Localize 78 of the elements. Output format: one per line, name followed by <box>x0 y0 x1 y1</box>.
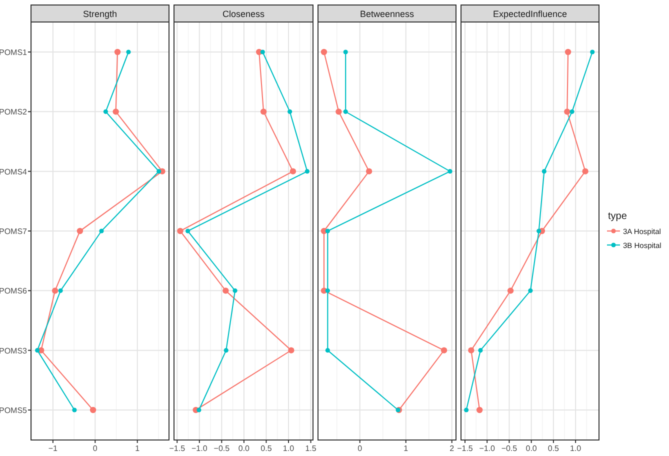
point <box>507 288 514 294</box>
point <box>336 108 342 115</box>
point <box>343 109 348 114</box>
x-tick-label: 2 <box>450 444 455 453</box>
point <box>542 169 546 174</box>
point <box>464 408 469 412</box>
x-tick-label: −1.5 <box>457 444 474 453</box>
chart-title: Strength <box>82 9 118 19</box>
point <box>536 228 542 234</box>
x-tick-label: 0.0 <box>526 444 538 453</box>
y-tick-label: POMS5 <box>0 406 28 415</box>
x-tick-label: 0 <box>358 444 363 453</box>
point <box>570 109 574 114</box>
legend-title: type <box>608 211 628 222</box>
point <box>114 48 121 56</box>
point <box>478 348 483 353</box>
x-tick-label: −1.5 <box>169 444 186 453</box>
x-tick-label: −0.5 <box>214 444 230 453</box>
point <box>177 228 184 234</box>
point <box>76 228 84 234</box>
point <box>468 347 474 354</box>
point <box>582 168 588 174</box>
point <box>590 50 595 54</box>
x-tick-label: 0.5 <box>548 444 560 453</box>
point <box>112 108 119 115</box>
x-tick-label: −1.0 <box>191 444 208 453</box>
x-tick-label: 1.0 <box>282 444 295 453</box>
y-tick-label: POMS3 <box>0 346 28 356</box>
point <box>52 288 58 294</box>
point <box>126 50 131 54</box>
x-tick-label: 1.0 <box>570 444 582 453</box>
x-tick-label: −1.0 <box>479 444 496 453</box>
point <box>325 228 330 234</box>
point <box>343 50 348 54</box>
chart-title: Betweenness <box>360 9 415 19</box>
point <box>156 169 162 174</box>
x-tick-label: 1.5 <box>305 444 317 453</box>
point <box>196 408 202 412</box>
point <box>564 108 570 115</box>
point <box>103 109 108 114</box>
point <box>320 48 328 56</box>
point <box>260 108 267 115</box>
x-tick-label: 1 <box>135 444 140 453</box>
point <box>99 228 104 234</box>
y-tick-label: POMS6 <box>0 286 28 296</box>
point <box>224 348 228 353</box>
point <box>476 406 483 414</box>
point <box>564 48 572 56</box>
point <box>72 408 77 412</box>
point <box>288 109 292 114</box>
x-tick-label: −1 <box>48 444 58 453</box>
point <box>290 168 296 174</box>
x-tick-label: 0.0 <box>238 444 250 453</box>
point <box>260 50 265 54</box>
point <box>186 228 190 234</box>
y-tick-label: POMS4 <box>0 167 28 176</box>
x-tick-label: 0.5 <box>260 444 272 453</box>
x-tick-label: −0.5 <box>501 444 518 453</box>
point <box>528 288 533 293</box>
x-tick-label: 0 <box>92 444 98 453</box>
point <box>448 169 452 174</box>
point <box>288 347 294 354</box>
point <box>90 406 96 414</box>
point <box>222 288 229 294</box>
point <box>366 168 372 174</box>
point <box>35 348 40 353</box>
point <box>440 347 448 354</box>
y-tick-label: POMS7 <box>0 227 28 236</box>
point <box>232 288 238 293</box>
chart-title: ExpectedInfluence <box>492 9 568 19</box>
point <box>58 288 63 293</box>
y-tick-label: POMS2 <box>0 108 28 117</box>
point <box>325 348 330 353</box>
chart-title: Closeness <box>222 9 266 19</box>
x-tick-label: 1 <box>404 444 409 453</box>
point <box>325 288 330 293</box>
y-tick-label: POMS1 <box>0 48 28 57</box>
point <box>304 169 310 174</box>
